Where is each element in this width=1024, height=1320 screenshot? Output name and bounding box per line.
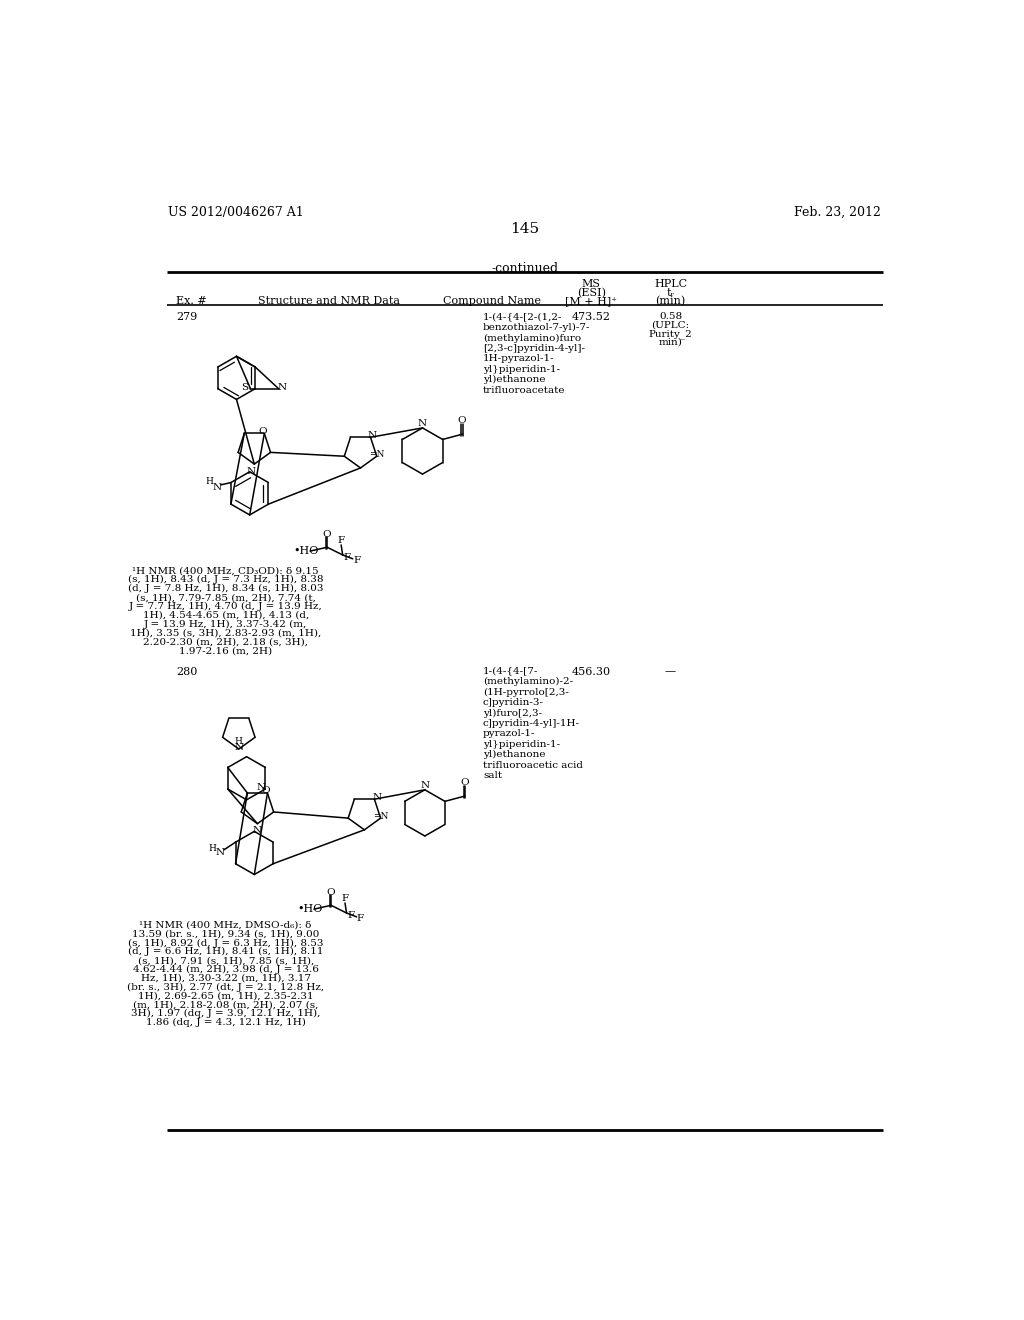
Text: •HO: •HO [297, 904, 323, 915]
Text: 1H), 2.69-2.65 (m, 1H), 2.35-2.31: 1H), 2.69-2.65 (m, 1H), 2.35-2.31 [138, 991, 313, 1001]
Text: H: H [234, 737, 243, 746]
Text: O: O [326, 888, 335, 896]
Text: ¹H NMR (400 MHz, CD₃OD): δ 9.15: ¹H NMR (400 MHz, CD₃OD): δ 9.15 [132, 566, 318, 576]
Text: [M + H]⁺: [M + H]⁺ [565, 296, 617, 306]
Text: tᵣ: tᵣ [667, 288, 675, 298]
Text: -continued: -continued [492, 263, 558, 276]
Text: HPLC: HPLC [654, 280, 687, 289]
Text: N: N [257, 783, 266, 792]
Text: (s, 1H), 7.79-7.85 (m, 2H), 7.74 (t,: (s, 1H), 7.79-7.85 (m, 2H), 7.74 (t, [136, 593, 315, 602]
Text: (d, J = 6.6 Hz, 1H), 8.41 (s, 1H), 8.11: (d, J = 6.6 Hz, 1H), 8.41 (s, 1H), 8.11 [128, 948, 324, 957]
Text: O: O [323, 529, 331, 539]
Text: N: N [278, 383, 287, 392]
Text: MS: MS [582, 280, 601, 289]
Text: (s, 1H), 8.43 (d, J = 7.3 Hz, 1H), 8.38: (s, 1H), 8.43 (d, J = 7.3 Hz, 1H), 8.38 [128, 576, 324, 585]
Text: J = 13.9 Hz, 1H), 3.37-3.42 (m,: J = 13.9 Hz, 1H), 3.37-3.42 (m, [144, 619, 307, 628]
Text: =N: =N [369, 450, 384, 459]
Text: Purity_2: Purity_2 [648, 330, 692, 339]
Text: F: F [353, 556, 360, 565]
Text: O: O [458, 417, 466, 425]
Text: F: F [357, 913, 365, 923]
Text: 1H), 3.35 (s, 3H), 2.83-2.93 (m, 1H),: 1H), 3.35 (s, 3H), 2.83-2.93 (m, 1H), [130, 628, 322, 638]
Text: F: F [338, 536, 345, 545]
Text: ¹H NMR (400 MHz, DMSO-d₆): δ: ¹H NMR (400 MHz, DMSO-d₆): δ [139, 921, 312, 929]
Text: (ESI): (ESI) [577, 288, 606, 298]
Text: H: H [205, 477, 213, 486]
Text: N: N [420, 780, 429, 789]
Text: (min): (min) [655, 296, 686, 306]
Text: 1.86 (dq, J = 4.3, 12.1 Hz, 1H): 1.86 (dq, J = 4.3, 12.1 Hz, 1H) [145, 1018, 305, 1027]
Text: Feb. 23, 2012: Feb. 23, 2012 [795, 206, 882, 219]
Text: (d, J = 7.8 Hz, 1H), 8.34 (s, 1H), 8.03: (d, J = 7.8 Hz, 1H), 8.34 (s, 1H), 8.03 [128, 585, 324, 593]
Text: —: — [665, 667, 676, 677]
Text: 3H), 1.97 (dq, J = 3.9, 12.1 Hz, 1H),: 3H), 1.97 (dq, J = 3.9, 12.1 Hz, 1H), [131, 1010, 321, 1018]
Text: 0.58: 0.58 [658, 313, 682, 321]
Text: 279: 279 [176, 313, 198, 322]
Text: (s, 1H), 8.92 (d, J = 6.3 Hz, 1H), 8.53: (s, 1H), 8.92 (d, J = 6.3 Hz, 1H), 8.53 [128, 939, 324, 948]
Text: 280: 280 [176, 667, 198, 677]
Text: 2.20-2.30 (m, 2H), 2.18 (s, 3H),: 2.20-2.30 (m, 2H), 2.18 (s, 3H), [143, 638, 308, 647]
Text: =N: =N [373, 812, 388, 821]
Text: 1-(4-{4-[7-
(methylamino)-2-
(1H-pyrrolo[2,3-
c]pyridin-3-
yl)furo[2,3-
c]pyridi: 1-(4-{4-[7- (methylamino)-2- (1H-pyrrolo… [483, 667, 583, 780]
Text: F: F [347, 911, 354, 920]
Text: 1H), 4.54-4.65 (m, 1H), 4.13 (d,: 1H), 4.54-4.65 (m, 1H), 4.13 (d, [142, 611, 309, 620]
Text: 13.59 (br. s., 1H), 9.34 (s, 1H), 9.00: 13.59 (br. s., 1H), 9.34 (s, 1H), 9.00 [132, 929, 319, 939]
Text: •HO: •HO [293, 546, 318, 556]
Text: O: O [261, 787, 270, 795]
Text: 1-(4-{4-[2-(1,2-
benzothiazol-7-yl)-7-
(methylamino)furo
[2,3-c]pyridin-4-yl]-
1: 1-(4-{4-[2-(1,2- benzothiazol-7-yl)-7- (… [483, 313, 591, 395]
Text: Hz, 1H), 3.30-3.22 (m, 1H), 3.17: Hz, 1H), 3.30-3.22 (m, 1H), 3.17 [140, 974, 310, 983]
Text: N: N [215, 849, 224, 858]
Text: Compound Name: Compound Name [443, 296, 542, 306]
Text: (m, 1H), 2.18-2.08 (m, 2H), 2.07 (s,: (m, 1H), 2.18-2.08 (m, 2H), 2.07 (s, [133, 1001, 318, 1010]
Text: F: F [341, 894, 348, 903]
Text: US 2012/0046267 A1: US 2012/0046267 A1 [168, 206, 304, 219]
Text: (UPLC:: (UPLC: [651, 321, 689, 330]
Text: H: H [208, 843, 216, 853]
Text: Ex. #: Ex. # [176, 296, 207, 306]
Text: N: N [234, 743, 244, 752]
Text: N: N [418, 418, 427, 428]
Text: min): min) [658, 338, 682, 347]
Text: 456.30: 456.30 [571, 667, 611, 677]
Text: 1.97-2.16 (m, 2H): 1.97-2.16 (m, 2H) [179, 647, 272, 655]
Text: O: O [460, 779, 469, 787]
Text: O: O [258, 426, 267, 436]
Text: F: F [344, 553, 351, 562]
Text: (br. s., 3H), 2.77 (dt, J = 2.1, 12.8 Hz,: (br. s., 3H), 2.77 (dt, J = 2.1, 12.8 Hz… [127, 982, 325, 991]
Text: N: N [372, 793, 381, 803]
Text: Structure and NMR Data: Structure and NMR Data [258, 296, 400, 306]
Text: J = 7.7 Hz, 1H), 4.70 (d, J = 13.9 Hz,: J = 7.7 Hz, 1H), 4.70 (d, J = 13.9 Hz, [129, 602, 323, 611]
Text: 473.52: 473.52 [572, 313, 611, 322]
Text: (s, 1H), 7.91 (s, 1H), 7.85 (s, 1H),: (s, 1H), 7.91 (s, 1H), 7.85 (s, 1H), [137, 956, 313, 965]
Text: N: N [212, 483, 221, 491]
Text: N: N [368, 432, 377, 441]
Text: N: N [247, 466, 256, 475]
Text: N: N [252, 826, 261, 836]
Text: 4.62-4.44 (m, 2H), 3.98 (d, J = 13.6: 4.62-4.44 (m, 2H), 3.98 (d, J = 13.6 [133, 965, 318, 974]
Text: 145: 145 [510, 222, 540, 235]
Text: S: S [241, 383, 248, 392]
